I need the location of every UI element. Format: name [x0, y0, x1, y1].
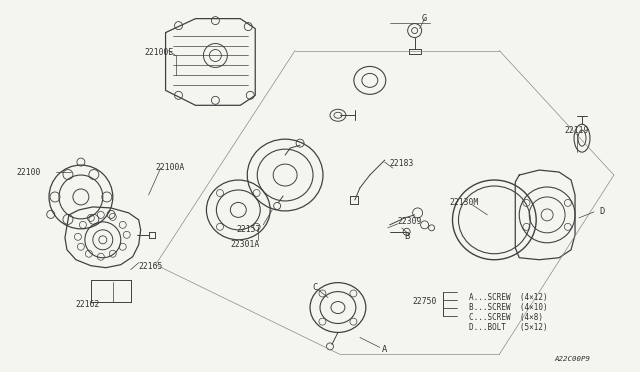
Text: C...SCREW  (4×8): C...SCREW (4×8): [469, 313, 543, 322]
Text: A: A: [382, 345, 387, 354]
Text: 22183: 22183: [390, 158, 414, 167]
Text: 22130M: 22130M: [449, 198, 479, 208]
Text: D: D: [599, 208, 604, 217]
Text: 22750: 22750: [412, 297, 436, 306]
Text: 22119: 22119: [564, 126, 588, 135]
Text: D...BOLT   (5×12): D...BOLT (5×12): [469, 323, 548, 332]
Text: 22100A: 22100A: [156, 163, 185, 171]
Text: 22301A: 22301A: [230, 240, 260, 249]
Text: B...SCREW  (4×10): B...SCREW (4×10): [469, 303, 548, 312]
Text: 22165: 22165: [139, 262, 163, 271]
Text: G: G: [422, 14, 427, 23]
Text: B: B: [404, 232, 410, 241]
Text: 22162: 22162: [76, 300, 100, 309]
Text: 22100: 22100: [16, 167, 40, 177]
Text: C: C: [312, 283, 317, 292]
Text: 22309: 22309: [397, 217, 422, 227]
Text: A...SCREW  (4×12): A...SCREW (4×12): [469, 293, 548, 302]
Text: 22100E: 22100E: [145, 48, 174, 57]
Text: A22C00P9: A22C00P9: [554, 356, 590, 362]
Text: 22157: 22157: [236, 225, 260, 234]
